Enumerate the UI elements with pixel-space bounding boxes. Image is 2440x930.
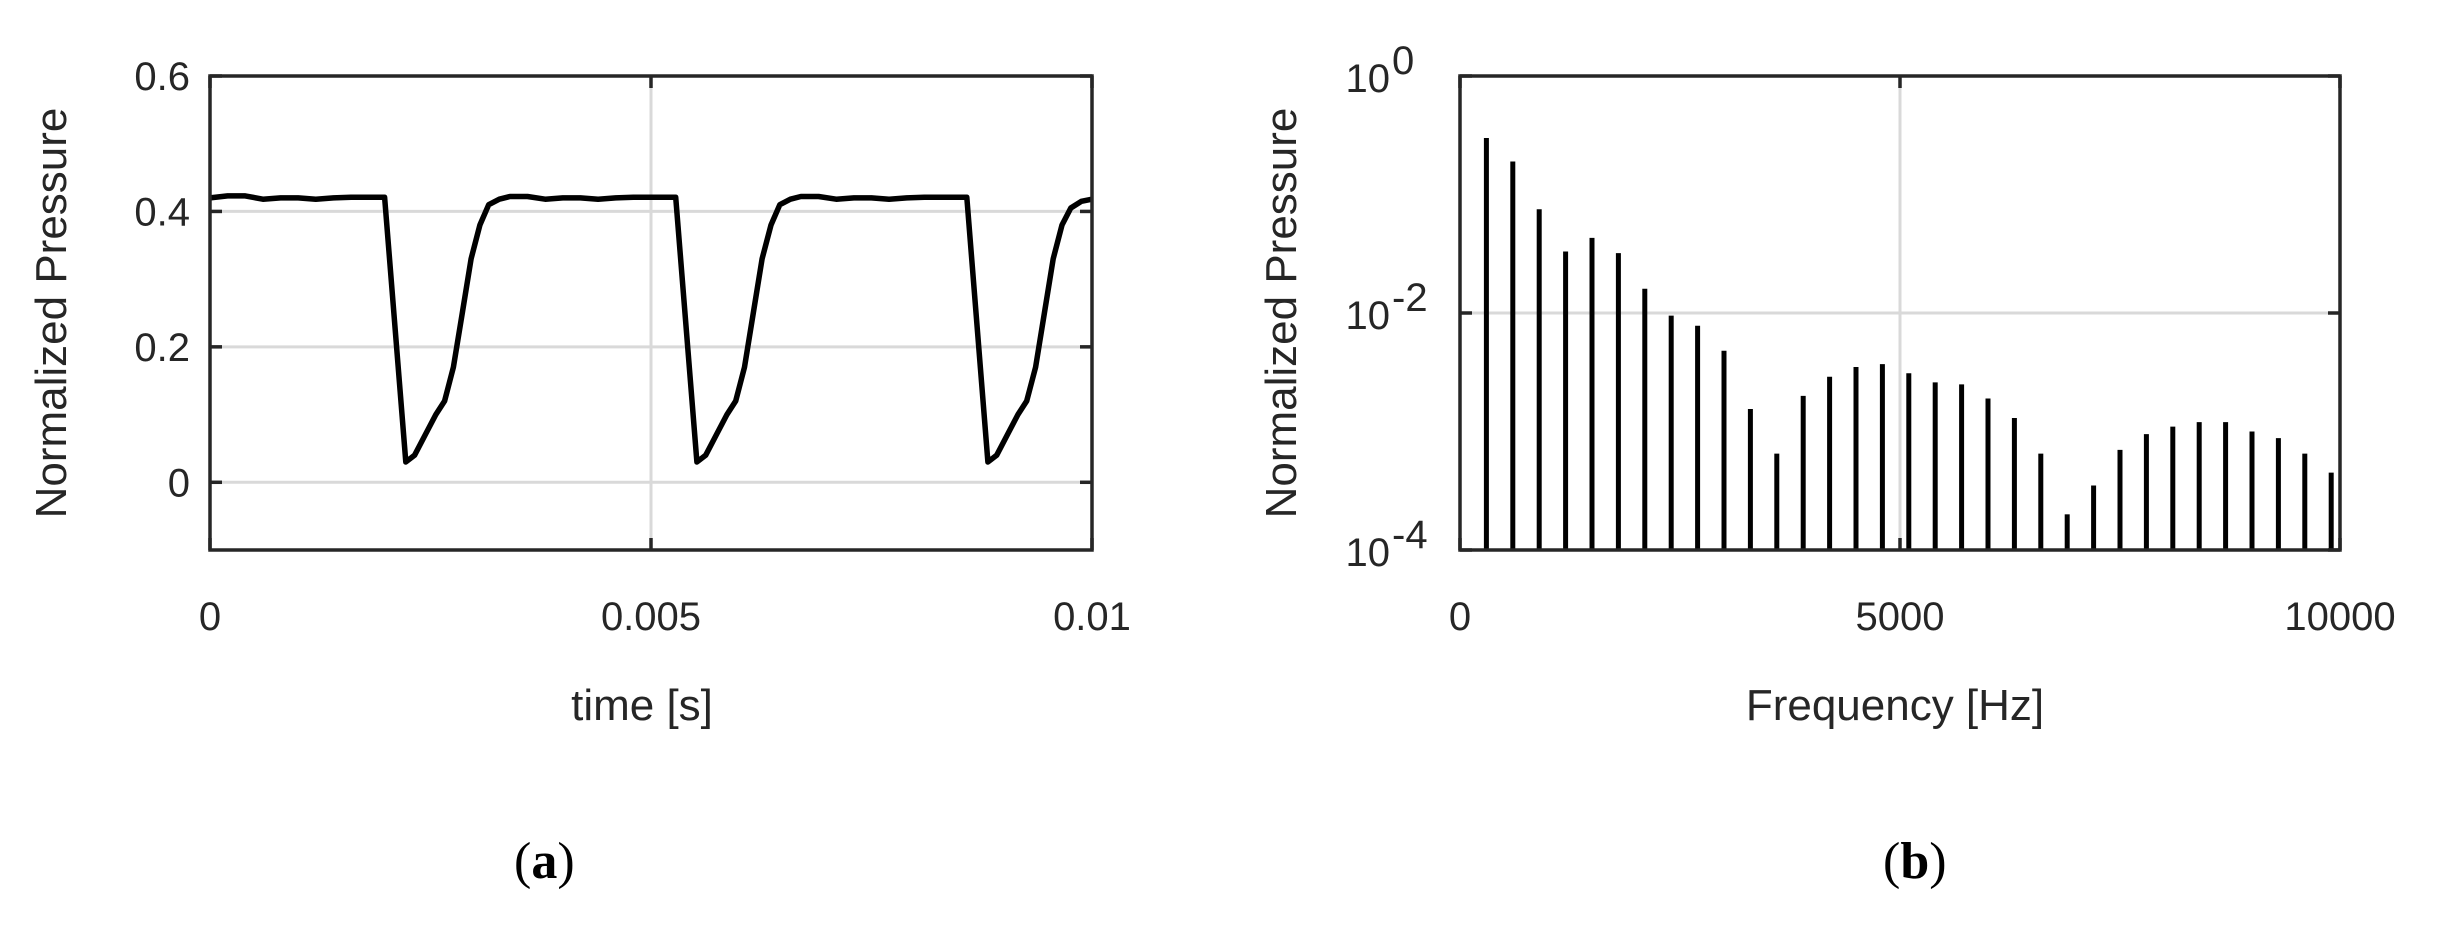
panel-b-bars-group bbox=[1483, 137, 2334, 550]
panel-a-y-tick-label: 0.4 bbox=[134, 190, 190, 234]
panel-a-caption-close: ) bbox=[557, 833, 574, 890]
panel-b-grid bbox=[1460, 76, 2340, 550]
panel-b-x-tick-label: 5000 bbox=[1856, 595, 1945, 639]
panel-b-caption-open: ( bbox=[1883, 833, 1900, 890]
panel-b-x-tick-label: 10000 bbox=[2284, 595, 2395, 639]
panel-a-y-tick-label: 0.6 bbox=[134, 55, 190, 99]
panel-a-y-axis-label: Normalized Pressure bbox=[27, 108, 76, 519]
panel-a-caption-letter: a bbox=[531, 833, 557, 890]
panel-a-x-tick-label: 0 bbox=[199, 595, 221, 639]
panel-a-x-tick-label: 0.01 bbox=[1053, 595, 1131, 639]
panel-a-x-axis-label: time [s] bbox=[571, 681, 713, 730]
panel-a-x-tick-label: 0.005 bbox=[601, 595, 701, 639]
panel-a-y-tick-label: 0 bbox=[168, 461, 190, 505]
panel-b-y-tick-base: 10 bbox=[1346, 294, 1391, 338]
panel-b-x-tick-label: 0 bbox=[1449, 595, 1471, 639]
panel-a-grid bbox=[210, 76, 1092, 550]
panel-b-y-tick-label: 10 bbox=[1346, 294, 1391, 338]
panel-b-x-axis-label: Frequency [Hz] bbox=[1746, 681, 2044, 730]
panel-b-y-tick-exponent: -2 bbox=[1392, 276, 1428, 320]
panel-b-caption: (b) bbox=[1883, 833, 1947, 890]
panel-a-caption-open: ( bbox=[514, 833, 531, 890]
panel-b-y-tick-base: 10 bbox=[1346, 531, 1391, 575]
panel-b-y-tick-exponent: 0 bbox=[1392, 39, 1414, 83]
panel-b-y-tick-base: 10 bbox=[1346, 57, 1391, 101]
panel-b-caption-letter: b bbox=[1900, 833, 1929, 890]
panel-b-y-axis-label: Normalized Pressure bbox=[1257, 108, 1306, 519]
panel-b-y-tick-exponent: -4 bbox=[1392, 513, 1428, 557]
panel-a-y-tick-label: 0.2 bbox=[134, 326, 190, 370]
panel-b-caption-close: ) bbox=[1929, 833, 1946, 890]
panel-a-caption: (a) bbox=[514, 833, 575, 890]
panel-a-series-group bbox=[209, 193, 1093, 465]
panel-a-time-series: 0 0.005 0.01 0 0.2 0.4 0.6 time [s] Normalized… bbox=[27, 55, 1131, 730]
panel-a-ticks: 0 0.005 0.01 0 0.2 0.4 0.6 bbox=[134, 55, 1131, 639]
panel-a-pressure-line bbox=[209, 193, 1093, 465]
panel-b-y-tick-label: 10 bbox=[1346, 57, 1391, 101]
panel-b-y-tick-label: 10 bbox=[1346, 531, 1391, 575]
